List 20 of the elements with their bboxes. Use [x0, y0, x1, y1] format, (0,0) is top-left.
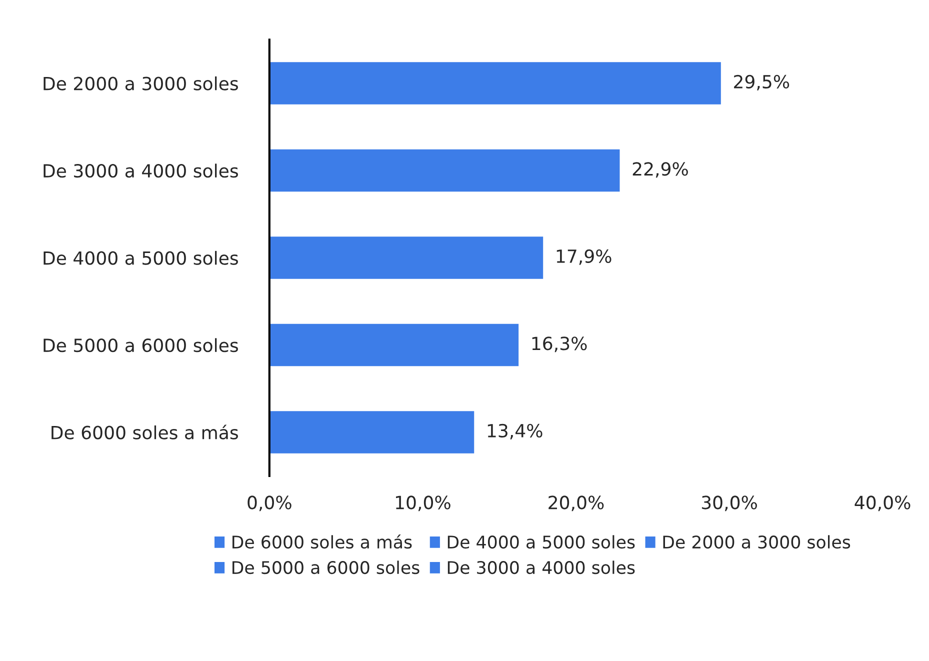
- x-tick-label: 0,0%: [248, 496, 292, 512]
- y-tick-label: De 6000 soles a más: [52, 424, 238, 440]
- x-tick-label: 20,0%: [548, 496, 604, 512]
- legend-label: De 6000 soles a más: [232, 534, 412, 549]
- x-tick-label: 30,0%: [702, 496, 757, 512]
- data-label: 22,9%: [632, 162, 688, 178]
- data-label: 29,5%: [734, 74, 790, 90]
- legend-label: De 4000 a 5000 soles: [448, 535, 635, 549]
- data-label: 13,4%: [488, 424, 542, 440]
- legend-label: De 2000 a 3000 soles: [663, 535, 850, 549]
- x-tick-label: 10,0%: [396, 496, 450, 512]
- legend-label: De 5000 a 6000 soles: [232, 560, 420, 574]
- y-tick-label: De 5000 a 6000 soles: [44, 338, 238, 352]
- x-tick-label: 40,0%: [854, 496, 910, 512]
- data-label: 17,9%: [556, 249, 612, 265]
- y-tick-label: De 3000 a 4000 soles: [44, 164, 238, 178]
- data-label: 16,3%: [532, 336, 587, 352]
- y-tick-label: De 4000 a 5000 soles: [44, 250, 238, 265]
- y-tick-label: De 2000 a 3000 soles: [44, 76, 238, 90]
- legend-label: De 3000 a 4000 soles: [448, 560, 635, 574]
